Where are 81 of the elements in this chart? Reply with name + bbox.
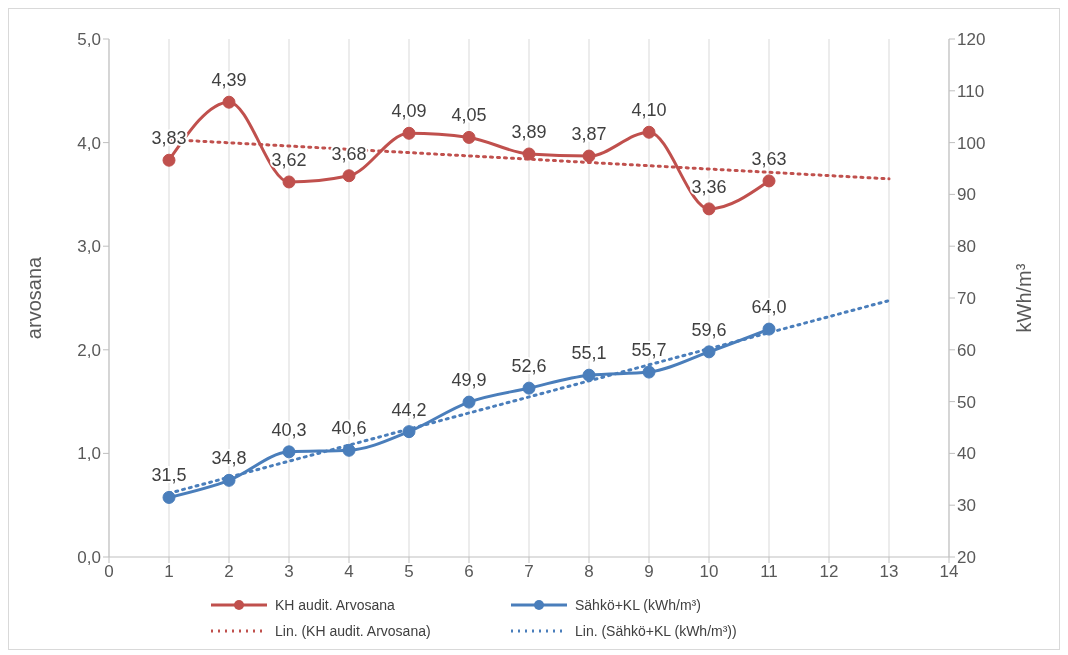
y2-tick-label: 30 [957, 496, 976, 516]
point [522, 381, 536, 395]
x-tick-label: 7 [524, 562, 534, 582]
point [762, 322, 776, 336]
y2-tick-label: 70 [957, 289, 976, 309]
x-tick-label: 5 [404, 562, 414, 582]
x-tick-label: 2 [224, 562, 234, 582]
data-label: 3,87 [571, 124, 607, 145]
y-tick-label: 1,0 [77, 444, 101, 464]
data-label: 64,0 [751, 297, 787, 318]
point [462, 395, 476, 409]
data-label: 55,7 [631, 340, 667, 361]
y2-tick-label: 40 [957, 444, 976, 464]
y2-tick-label: 90 [957, 185, 976, 205]
y2-tick-label: 20 [957, 548, 976, 568]
point [642, 125, 656, 139]
data-label: 59,6 [691, 319, 727, 340]
point [282, 175, 296, 189]
data-label: 52,6 [511, 356, 547, 377]
x-tick-label: 11 [760, 562, 778, 582]
x-tick-label: 10 [699, 562, 719, 582]
x-tick-label: 1 [164, 562, 174, 582]
data-label: 4,10 [631, 100, 667, 121]
data-label: 40,3 [271, 419, 307, 440]
point [642, 365, 656, 379]
point [762, 174, 776, 188]
y-tick-label: 3,0 [77, 237, 101, 257]
legend-label: KH audit. Arvosana [275, 597, 395, 613]
x-tick-label: 0 [104, 562, 114, 582]
point [162, 490, 176, 504]
y-tick-label: 5,0 [77, 30, 101, 50]
data-label: 3,68 [331, 143, 367, 164]
y2-tick-label: 100 [957, 133, 986, 153]
point [222, 473, 236, 487]
point [462, 130, 476, 144]
data-label: 49,9 [451, 370, 487, 391]
point [582, 368, 596, 382]
legend-label: Lin. (KH audit. Arvosana) [275, 623, 431, 639]
y-tick-label: 2,0 [77, 340, 101, 360]
data-label: 44,2 [391, 399, 427, 420]
data-label: 40,6 [331, 418, 367, 439]
y2-tick-label: 80 [957, 237, 976, 257]
point [162, 153, 176, 167]
y2-axis-title: kWh/m³ [1013, 263, 1036, 333]
y2-tick-label: 120 [957, 30, 986, 50]
point [342, 169, 356, 183]
point [282, 445, 296, 459]
data-label: 4,09 [391, 101, 427, 122]
point [402, 126, 416, 140]
x-tick-label: 6 [464, 562, 474, 582]
data-label: 4,05 [451, 105, 487, 126]
data-label: 3,62 [271, 149, 307, 170]
y2-tick-label: 110 [957, 81, 985, 101]
x-tick-label: 9 [644, 562, 654, 582]
x-tick-label: 4 [344, 562, 354, 582]
point [222, 95, 236, 109]
legend-label: Sähkö+KL (kWh/m³) [575, 597, 701, 613]
data-label: 31,5 [151, 465, 187, 486]
y2-tick-label: 50 [957, 392, 976, 412]
data-label: 4,39 [211, 70, 247, 91]
y-tick-label: 0,0 [77, 548, 101, 568]
y-axis-title: arvosana [23, 255, 46, 340]
x-tick-label: 8 [584, 562, 594, 582]
data-label: 34,8 [211, 448, 247, 469]
point [522, 147, 536, 161]
data-label: 3,63 [751, 148, 787, 169]
x-tick-label: 14 [939, 562, 959, 582]
data-label: 55,1 [571, 343, 607, 364]
x-tick-label: 3 [284, 562, 294, 582]
x-tick-label: 13 [879, 562, 899, 582]
point [702, 345, 716, 359]
legend-label: Lin. (Sähkö+KL (kWh/m³)) [575, 623, 737, 639]
point [402, 425, 416, 439]
point [702, 202, 716, 216]
y2-tick-label: 60 [957, 340, 976, 360]
point [342, 443, 356, 457]
data-label: 3,89 [511, 122, 547, 142]
point [582, 149, 596, 163]
y-tick-label: 4,0 [77, 133, 101, 153]
x-tick-label: 12 [819, 562, 839, 582]
data-label: 3,36 [691, 176, 727, 197]
